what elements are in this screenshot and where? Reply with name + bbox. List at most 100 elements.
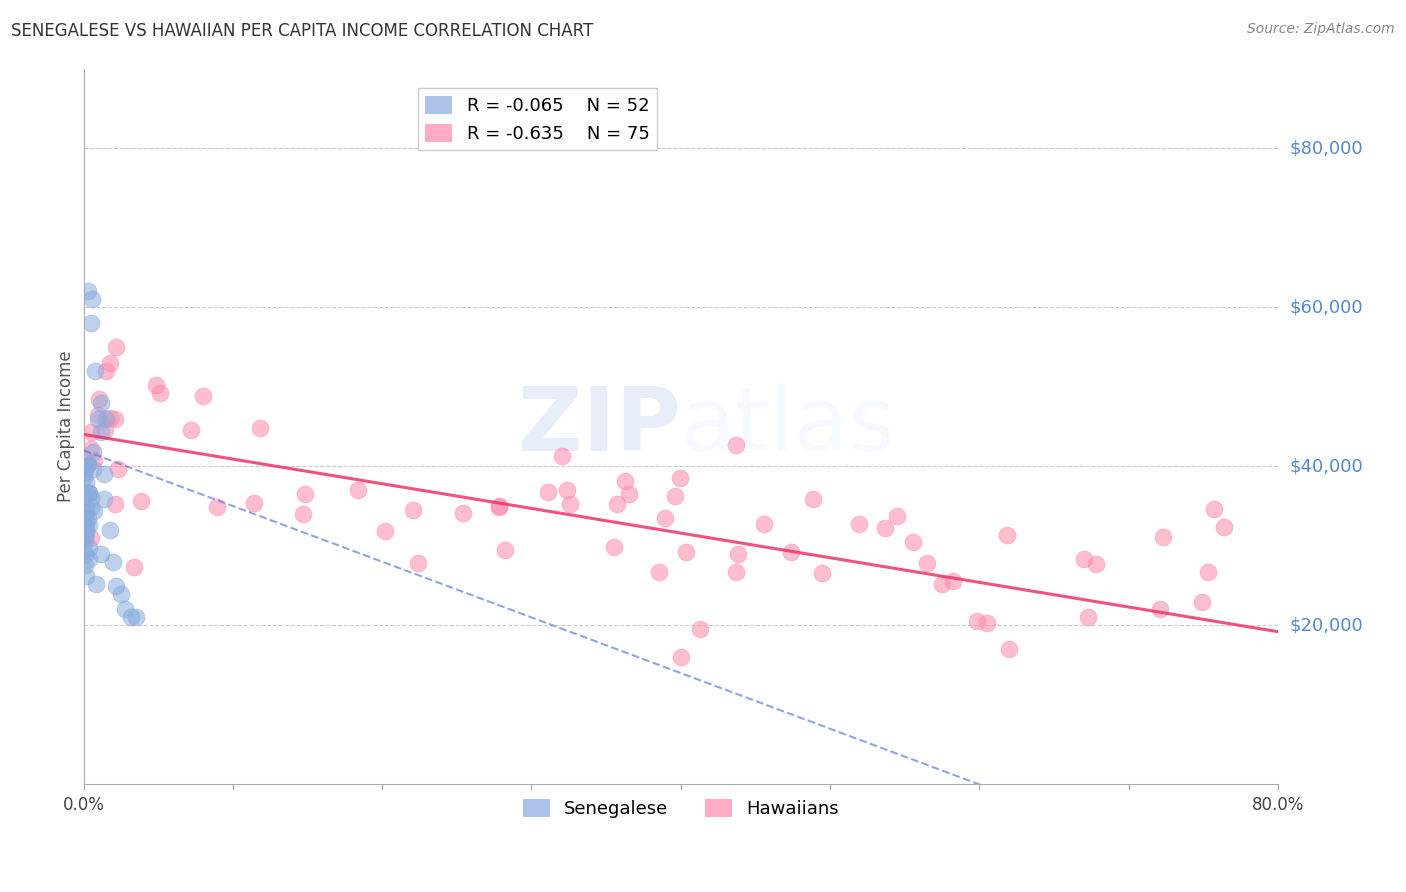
Text: $20,000: $20,000 <box>1289 616 1362 634</box>
Point <box>145 378 167 392</box>
Point <box>689 622 711 636</box>
Y-axis label: Per Capita Income: Per Capita Income <box>58 351 75 502</box>
Legend: Senegalese, Hawaiians: Senegalese, Hawaiians <box>516 792 846 825</box>
Point <box>603 540 626 554</box>
Text: atlas: atlas <box>681 383 896 470</box>
Point <box>557 483 579 498</box>
Point <box>82 292 104 306</box>
Point <box>494 543 516 558</box>
Point <box>873 521 896 535</box>
Point <box>120 610 142 624</box>
Point <box>249 421 271 435</box>
Point <box>1149 602 1171 616</box>
Point <box>848 517 870 532</box>
Point <box>77 486 100 500</box>
Point <box>976 616 998 631</box>
Point <box>75 523 97 537</box>
Text: $80,000: $80,000 <box>1289 139 1362 157</box>
Point <box>114 602 136 616</box>
Point <box>75 525 97 540</box>
Point <box>73 558 96 572</box>
Text: Source: ZipAtlas.com: Source: ZipAtlas.com <box>1247 22 1395 37</box>
Point <box>488 500 510 514</box>
Point <box>801 491 824 506</box>
Point <box>373 524 395 538</box>
Point <box>105 340 128 354</box>
Point <box>125 610 148 624</box>
Point <box>966 614 988 628</box>
Point <box>100 523 122 537</box>
Point <box>619 487 641 501</box>
Point <box>94 411 117 425</box>
Point <box>654 511 676 525</box>
Point <box>669 471 692 485</box>
Point <box>93 492 115 507</box>
Text: ZIP: ZIP <box>517 383 681 470</box>
Point <box>77 541 100 555</box>
Point <box>727 547 749 561</box>
Point <box>103 412 125 426</box>
Point <box>73 459 96 474</box>
Point <box>90 395 112 409</box>
Point <box>80 316 103 330</box>
Point <box>76 485 98 500</box>
Point <box>1084 557 1107 571</box>
Point <box>997 528 1019 542</box>
Point <box>77 486 100 500</box>
Point <box>73 467 96 481</box>
Point <box>931 576 953 591</box>
Point <box>1077 610 1099 624</box>
Point <box>180 423 202 437</box>
Point <box>73 491 96 505</box>
Point <box>94 423 117 437</box>
Point <box>401 503 423 517</box>
Point <box>1213 520 1236 534</box>
Point <box>83 503 105 517</box>
Point <box>75 475 97 489</box>
Point <box>1073 552 1095 566</box>
Point <box>73 507 96 521</box>
Point <box>75 569 97 583</box>
Point <box>75 501 97 516</box>
Point <box>294 487 316 501</box>
Point <box>83 453 105 467</box>
Point <box>73 469 96 483</box>
Point <box>84 364 107 378</box>
Point <box>558 497 581 511</box>
Text: SENEGALESE VS HAWAIIAN PER CAPITA INCOME CORRELATION CHART: SENEGALESE VS HAWAIIAN PER CAPITA INCOME… <box>11 22 593 40</box>
Point <box>243 496 266 510</box>
Point <box>73 514 96 528</box>
Point <box>917 556 939 570</box>
Point <box>110 586 132 600</box>
Point <box>725 438 748 452</box>
Point <box>90 547 112 561</box>
Point <box>73 511 96 525</box>
Point <box>77 285 100 299</box>
Point <box>675 545 697 559</box>
Point <box>488 500 510 514</box>
Point <box>84 577 107 591</box>
Point <box>100 411 122 425</box>
Point <box>80 531 103 545</box>
Point <box>73 527 96 541</box>
Point <box>87 411 110 425</box>
Point <box>346 483 368 498</box>
Point <box>669 650 692 665</box>
Point <box>93 467 115 481</box>
Point <box>664 490 686 504</box>
Point <box>886 508 908 523</box>
Point <box>901 535 924 549</box>
Point <box>86 408 108 422</box>
Point <box>76 511 98 525</box>
Point <box>73 533 96 547</box>
Point <box>942 574 965 588</box>
Point <box>76 458 98 472</box>
Point <box>537 485 560 500</box>
Point <box>1152 531 1174 545</box>
Point <box>205 500 228 514</box>
Point <box>754 517 776 532</box>
Point <box>73 548 96 562</box>
Point <box>779 545 801 559</box>
Point <box>87 392 110 406</box>
Point <box>94 364 117 378</box>
